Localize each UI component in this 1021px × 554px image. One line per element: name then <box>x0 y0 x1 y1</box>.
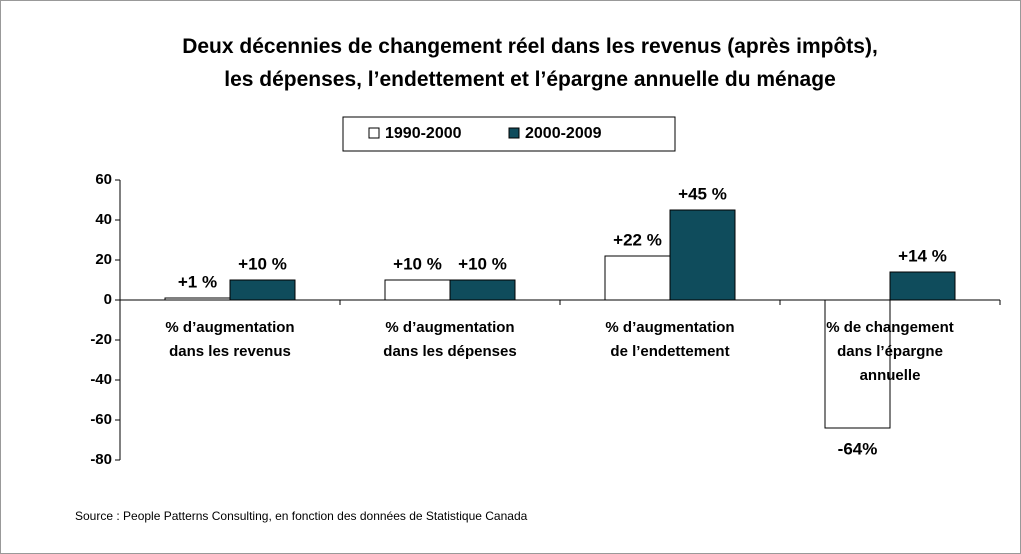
value-label: +10 % <box>393 254 442 273</box>
y-tick-label: -20 <box>90 331 112 348</box>
y-tick-label: 40 <box>95 211 112 228</box>
value-label: +14 % <box>898 246 947 265</box>
bar <box>889 271 956 301</box>
legend-label: 2000-2009 <box>525 125 602 142</box>
x-tick-label: % d’augmentation dans les revenus <box>165 319 294 360</box>
value-label: +10 % <box>458 254 507 273</box>
bar <box>384 279 451 301</box>
value-label: +10 % <box>238 254 287 273</box>
value-label: -64% <box>838 439 878 458</box>
value-label: +1 % <box>178 272 217 291</box>
y-tick-label: 60 <box>95 171 112 188</box>
chart-title: Deux décennies de changement réel dans l… <box>182 35 878 91</box>
legend-swatch <box>508 127 520 139</box>
y-tick-label: 20 <box>95 251 112 268</box>
y-tick-label: -80 <box>90 451 112 468</box>
x-tick-label: % de changement dans l’épargne annuelle <box>826 319 954 384</box>
x-tick-label: % d’augmentation dans les dépenses <box>383 319 516 360</box>
value-label: +45 % <box>678 184 727 203</box>
y-tick-label: -60 <box>90 411 112 428</box>
bar <box>824 299 891 429</box>
bar <box>604 255 671 301</box>
source-note: Source : People Patterns Consulting, en … <box>75 509 528 523</box>
y-tick-label: 0 <box>104 291 112 308</box>
x-tick-label: % d’augmentation de l’endettement <box>605 319 734 360</box>
bar <box>669 209 736 301</box>
legend-swatch <box>368 127 380 139</box>
value-label: +22 % <box>613 230 662 249</box>
bar <box>229 279 296 301</box>
legend-label: 1990-2000 <box>385 125 462 142</box>
bar <box>449 279 516 301</box>
y-tick-label: -40 <box>90 371 112 388</box>
